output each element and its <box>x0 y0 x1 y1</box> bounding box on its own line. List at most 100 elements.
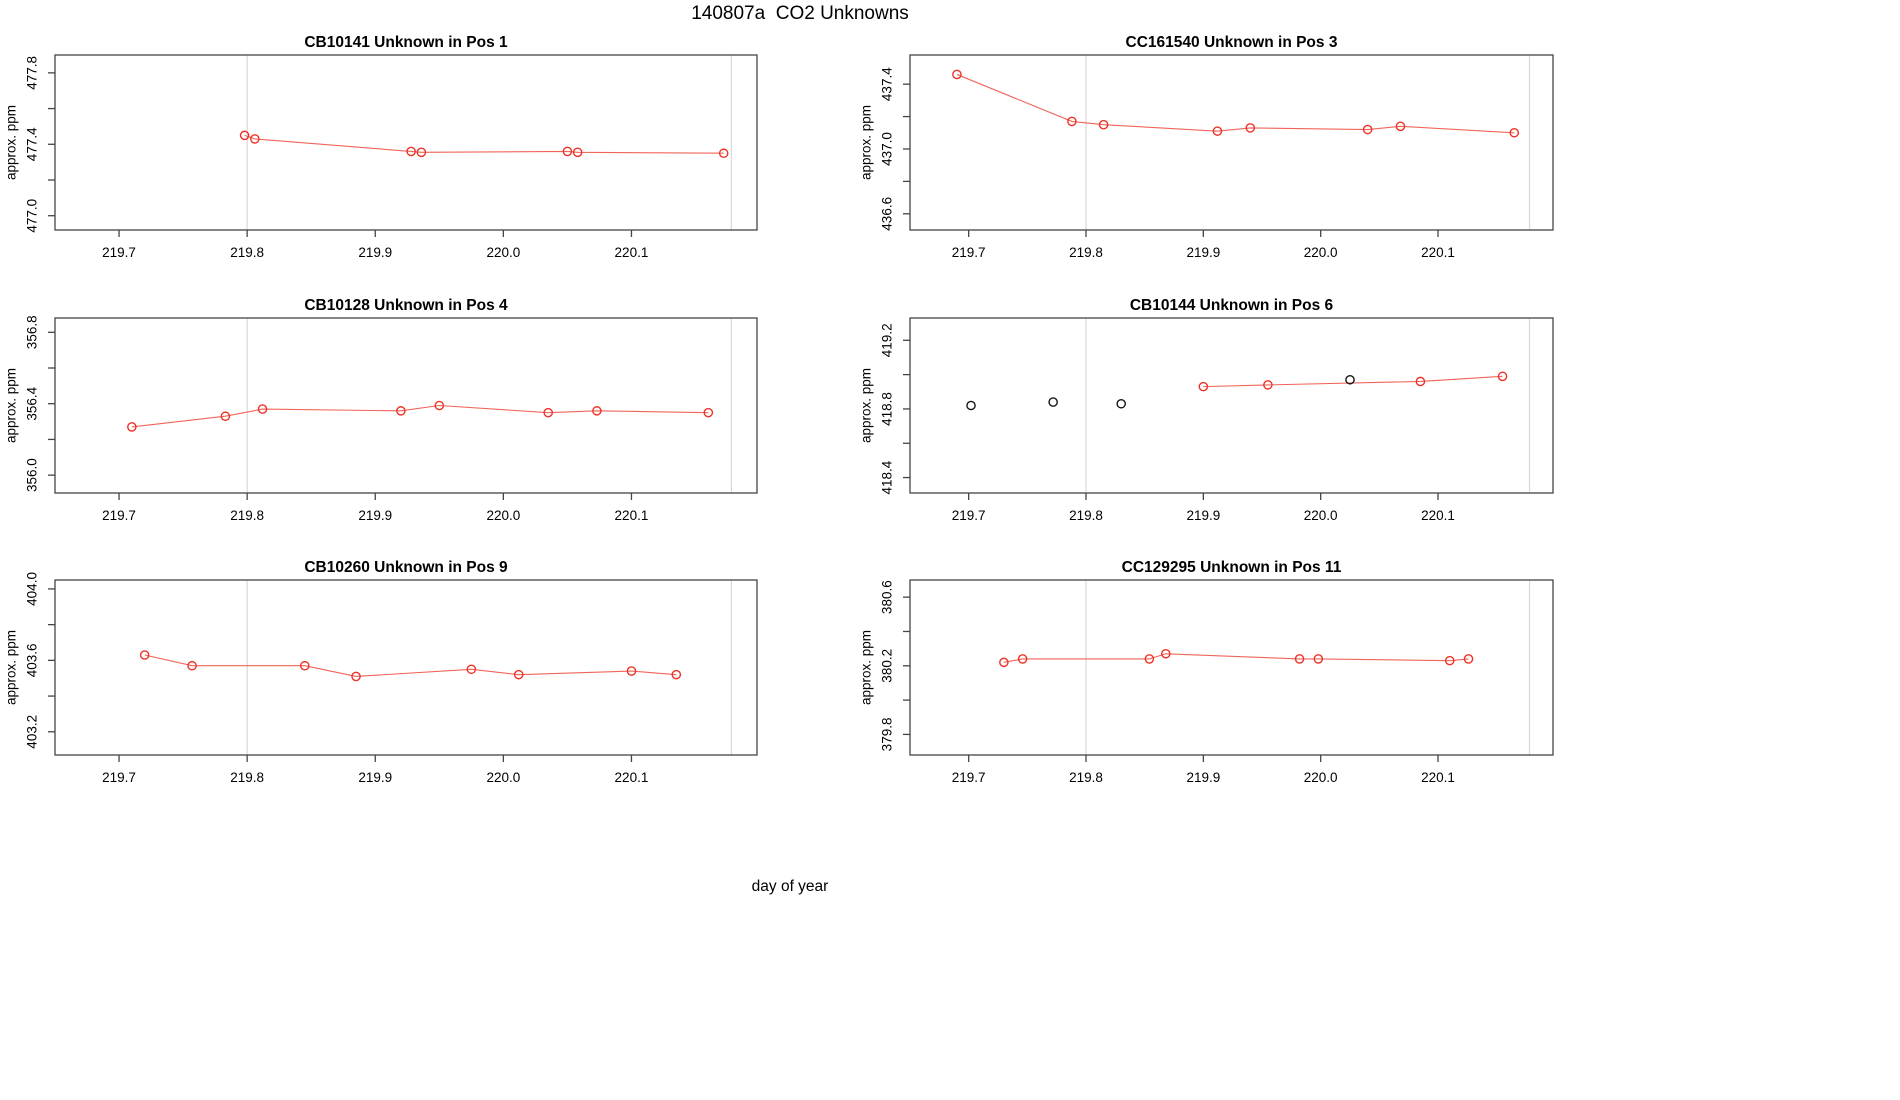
data-point <box>1509 127 1520 138</box>
y-tick-label: 403.6 <box>25 643 40 677</box>
data-point <box>513 669 524 680</box>
black-data-point <box>1345 374 1355 385</box>
x-tick-label: 219.7 <box>952 508 986 523</box>
series-line <box>956 73 1515 134</box>
plot-box <box>909 579 1554 756</box>
y-tick-label: 418.8 <box>880 392 895 426</box>
data-point <box>703 407 714 418</box>
y-tick-label: 477.0 <box>25 199 40 233</box>
data-point <box>592 406 602 416</box>
y-axis-label: approx. ppm <box>859 368 874 443</box>
y-tick-label: 404.0 <box>25 572 40 606</box>
x-tick-label: 219.9 <box>358 770 392 785</box>
plot-box <box>54 54 758 231</box>
x-tick-label: 219.8 <box>230 508 264 523</box>
y-tick-label: 380.6 <box>880 580 895 614</box>
x-tick-label: 220.0 <box>1304 508 1338 523</box>
data-point <box>1362 124 1373 135</box>
x-tick-label: 220.0 <box>486 245 520 260</box>
x-tick-label: 220.0 <box>486 770 520 785</box>
x-tick-label: 219.8 <box>1069 245 1103 260</box>
data-point <box>1395 121 1406 132</box>
data-point <box>543 407 553 418</box>
subplot-CB10141: 219.7 219.8 219.9 220.0 220.1 477.0 477.4 477.8… <box>4 34 758 260</box>
x-tick-label: 219.7 <box>102 770 136 785</box>
main-title: 140807a CO2 Unknowns <box>691 3 909 24</box>
y-tick-label: 437.0 <box>880 132 895 166</box>
data-point <box>416 147 427 158</box>
y-tick-label: 379.8 <box>880 718 895 752</box>
subplot-title: CB10141 Unknown in Pos 1 <box>304 34 508 51</box>
x-tick-label: 219.9 <box>358 245 392 260</box>
data-point <box>466 664 477 675</box>
y-tick-label: 477.8 <box>25 56 40 90</box>
y-tick-label: 356.0 <box>25 458 40 492</box>
data-point <box>952 69 962 80</box>
plot-box <box>909 317 1554 494</box>
y-tick-label: 419.2 <box>880 323 895 357</box>
series-line <box>244 134 724 154</box>
y-tick-label: 380.2 <box>880 649 895 683</box>
subplot-CB10128: 219.7 219.8 219.9 220.0 220.1 356.0 356.4 356.8… <box>4 297 758 523</box>
data-point <box>999 657 1009 668</box>
x-axis-title: day of year <box>751 878 829 895</box>
data-point <box>434 400 445 411</box>
y-tick-label: 356.8 <box>25 315 40 349</box>
subplot-CB10260: 219.7 219.8 219.9 220.0 220.1 403.2 403.6 404.0… <box>4 559 758 785</box>
data-point <box>1212 126 1223 136</box>
x-tick-label: 220.1 <box>1421 245 1455 260</box>
data-point <box>127 422 137 432</box>
data-point <box>1415 376 1426 387</box>
subplot-title: CB10260 Unknown in Pos 9 <box>304 559 508 576</box>
data-point <box>1067 116 1077 127</box>
y-tick-label: 437.4 <box>880 67 895 101</box>
data-point <box>1098 119 1109 130</box>
data-point <box>257 404 268 414</box>
x-tick-label: 220.0 <box>1304 245 1338 260</box>
y-axis-label: approx. ppm <box>4 368 19 443</box>
x-tick-label: 219.9 <box>1186 245 1220 260</box>
x-tick-label: 220.1 <box>1421 508 1455 523</box>
x-tick-label: 220.1 <box>615 770 649 785</box>
data-point <box>1160 648 1171 659</box>
data-point <box>139 650 150 660</box>
data-point <box>626 666 637 676</box>
black-data-point <box>966 400 976 411</box>
data-point <box>1144 654 1155 664</box>
data-point <box>239 130 250 141</box>
y-axis-label: approx. ppm <box>4 630 19 705</box>
data-point <box>572 147 583 158</box>
y-axis-label: approx. ppm <box>859 630 874 705</box>
series-line <box>1203 375 1503 388</box>
data-point <box>718 148 729 159</box>
x-tick-label: 220.1 <box>615 245 649 260</box>
y-tick-label: 356.4 <box>25 386 40 420</box>
x-tick-label: 220.0 <box>486 508 520 523</box>
subplot-title: CC161540 Unknown in Pos 3 <box>1126 34 1338 51</box>
data-point <box>187 660 197 671</box>
data-point <box>1263 380 1273 390</box>
plot-box <box>54 579 758 756</box>
data-point <box>671 669 682 680</box>
x-tick-label: 219.7 <box>102 508 136 523</box>
series-line <box>131 404 709 428</box>
data-point <box>1463 654 1474 664</box>
x-tick-label: 219.7 <box>952 770 986 785</box>
data-point <box>351 671 361 682</box>
x-tick-label: 219.8 <box>1069 770 1103 785</box>
subplot-CC161540: 219.7 219.8 219.9 220.0 220.1 436.6 437.0 437.4… <box>859 34 1554 260</box>
subplot-title: CB10128 Unknown in Pos 4 <box>304 297 508 314</box>
x-tick-label: 219.8 <box>230 245 264 260</box>
data-point <box>406 146 416 157</box>
x-tick-label: 219.8 <box>230 770 264 785</box>
subplot-CC129295: 219.7 219.8 219.9 220.0 220.1 379.8 380.2 380.6… <box>859 559 1554 785</box>
black-data-point <box>1116 398 1127 409</box>
series-line <box>144 654 677 677</box>
data-point <box>1444 655 1455 666</box>
y-axis-label: approx. ppm <box>859 105 874 180</box>
x-tick-label: 220.1 <box>615 508 649 523</box>
y-tick-label: 418.4 <box>880 460 895 494</box>
data-point <box>1497 371 1508 382</box>
